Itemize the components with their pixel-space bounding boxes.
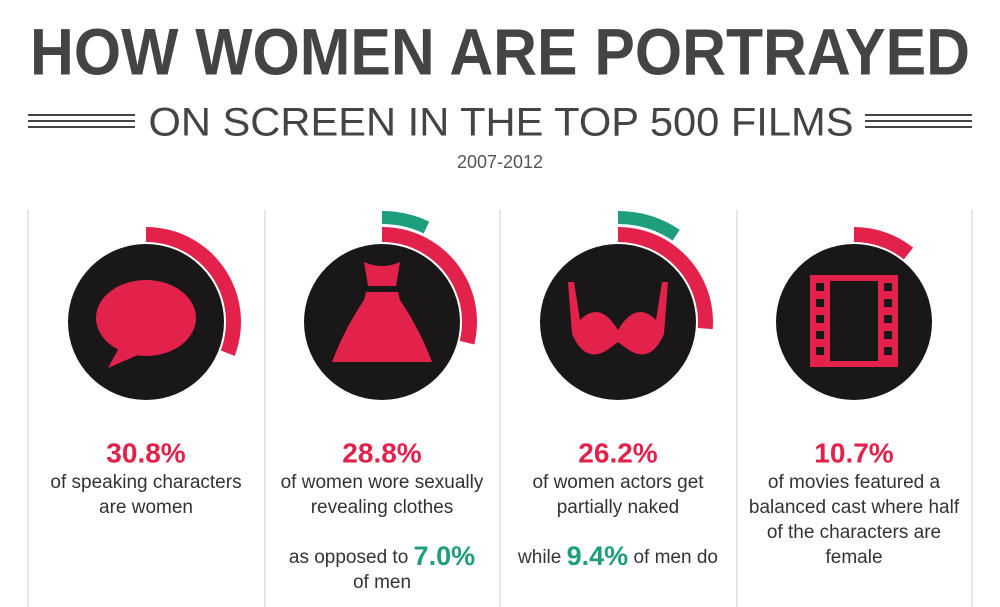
men-arc [618,211,680,241]
stat-description: of speaking characters [50,472,241,493]
stat-description: of women wore sexually [281,472,484,493]
comparison-text: while 9.4% of men do [517,541,718,571]
comparison-value: 7.0% [414,541,476,571]
stat-description: of the characters are [767,522,941,543]
stat-value: 28.8% [342,437,421,468]
period: 2007-2012 [457,152,543,172]
comparison-before: as opposed to [289,547,408,568]
women-arc [618,227,713,330]
dress-icon [332,262,432,362]
comparison-after: of men do [633,547,718,568]
bra-icon [568,282,668,355]
speech-bubble-tail [108,346,140,368]
stat-description: partially naked [557,497,680,518]
subtitle-rules [28,114,972,128]
column-dividers [27,210,973,607]
comparison-after: of men [353,572,411,593]
stat-value: 30.8% [106,437,185,468]
stat-description: of women actors get [532,472,704,493]
comparison-text: as opposed to 7.0% [289,541,475,571]
men-arc [382,211,430,234]
title: HOW WOMEN ARE PORTRAYED [30,14,970,88]
stat-description: revealing clothes [311,497,454,518]
film-icon [810,275,898,367]
stat-value: 10.7% [814,437,893,468]
stat-description: are women [99,497,193,518]
stat-description: balanced cast where half [749,497,960,518]
stat-description: of movies featured a [768,472,941,493]
women-arc [382,227,478,345]
comparison-value: 9.4% [567,541,629,571]
women-arc [146,227,241,356]
comparison-before: while [517,547,561,568]
icons [96,262,898,368]
speech-bubble-icon [96,280,196,356]
stat-value: 26.2% [578,437,657,468]
stat-description: female [825,547,882,568]
women-arc [854,227,914,260]
subtitle: ON SCREEN IN THE TOP 500 FILMS [149,101,854,145]
